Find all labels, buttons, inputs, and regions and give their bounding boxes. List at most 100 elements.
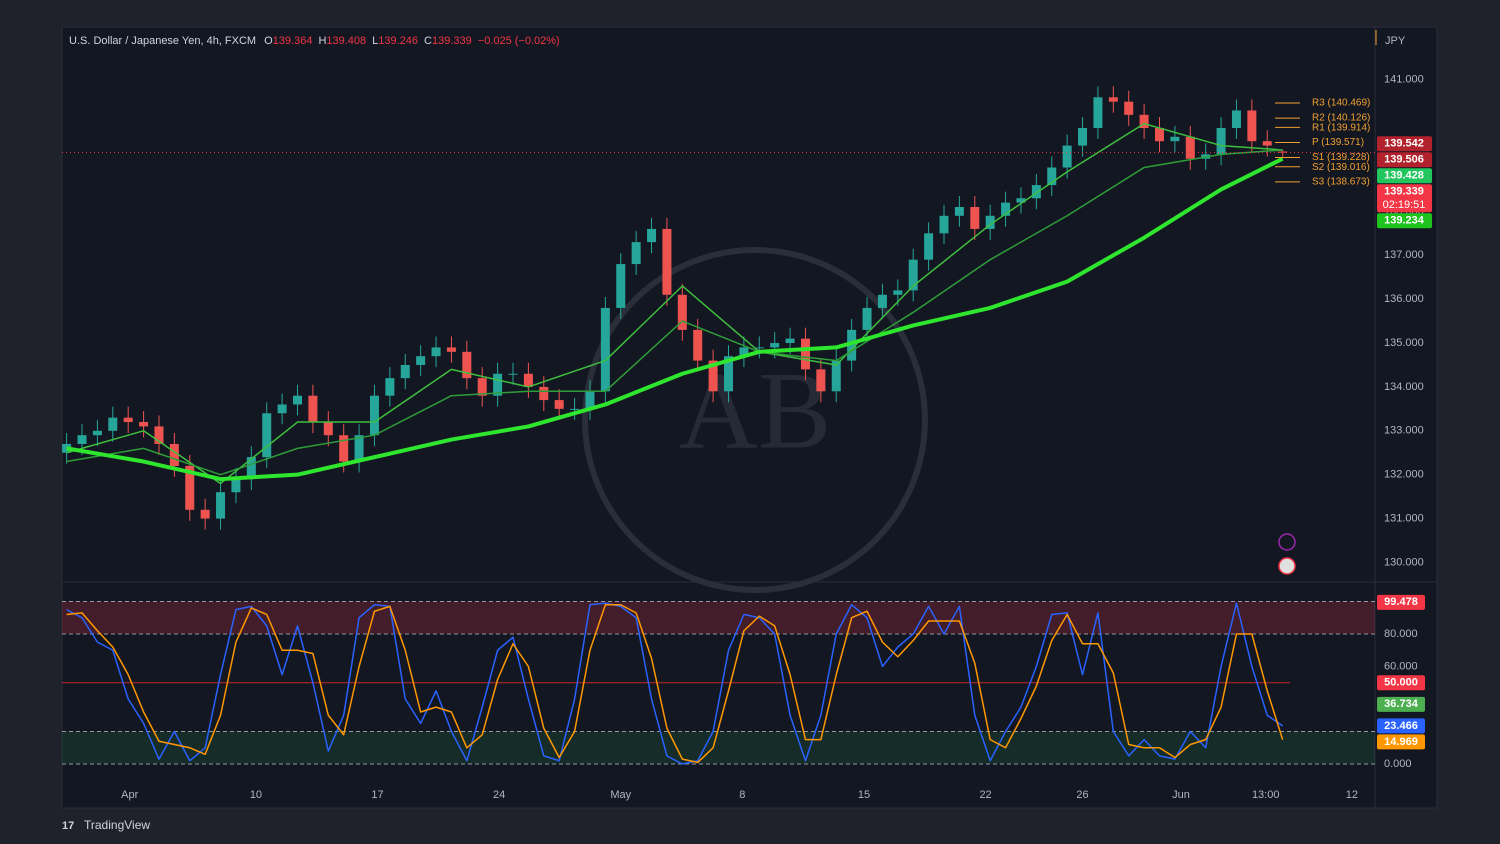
- pivot-label: S1 (139.228): [1312, 152, 1370, 163]
- x-tick-label: 10: [250, 789, 262, 801]
- candle-body: [216, 492, 226, 519]
- candle-body: [662, 228, 672, 295]
- candle-body: [816, 369, 826, 392]
- price-badge: [1377, 168, 1432, 184]
- candle-body: [1093, 97, 1103, 129]
- x-tick-label: 15: [858, 789, 870, 801]
- overbought-zone: [62, 601, 1375, 634]
- x-tick-label: Apr: [121, 789, 138, 801]
- price-badge-label: 139.542: [1384, 138, 1424, 150]
- candle-body: [570, 408, 580, 410]
- y-tick-label: 80.000: [1384, 628, 1418, 640]
- candle-body: [462, 351, 472, 379]
- candle-body: [369, 395, 379, 436]
- moving-average: [66, 122, 1283, 485]
- candle-body: [385, 378, 395, 396]
- x-tick-label: May: [610, 789, 631, 801]
- pivot-label: S2 (139.016): [1312, 162, 1370, 173]
- indicator-badge: [1377, 718, 1425, 734]
- candle-body: [169, 443, 179, 466]
- x-tick-label: 12: [1346, 789, 1358, 801]
- ohlc-prefix: O: [264, 35, 273, 47]
- candle-body: [323, 422, 333, 436]
- candle-body: [200, 509, 210, 519]
- candle-body: [585, 391, 595, 409]
- candle-body: [139, 422, 149, 427]
- candle-body: [1216, 128, 1226, 155]
- symbol: U.S. Dollar / Japanese Yen, 4h, FXCM: [69, 35, 256, 47]
- candle-body: [1170, 136, 1180, 142]
- candle-body: [246, 457, 256, 480]
- candle-body: [1001, 202, 1011, 216]
- price-badge-label: 139.428: [1384, 170, 1424, 182]
- price-badge-label: 139.339: [1384, 186, 1424, 198]
- x-tick-label: 24: [493, 789, 505, 801]
- candle-body: [970, 207, 980, 229]
- price-badge: [1377, 184, 1432, 213]
- candle-body: [108, 417, 118, 431]
- candle-body: [631, 242, 641, 265]
- candle-body: [77, 435, 87, 444]
- candle-body: [724, 356, 734, 392]
- candle-body: [446, 347, 456, 352]
- candle-body: [862, 307, 872, 330]
- ohlc-prefix: C: [424, 35, 432, 47]
- candle-body: [1124, 101, 1134, 115]
- pivot-label: P (139.571): [1312, 137, 1364, 148]
- x-tick-label: 22: [979, 789, 991, 801]
- footer-logo: TradingView: [84, 818, 150, 832]
- ohlc-prefix: L: [372, 35, 378, 47]
- y-tick-label: 131.000: [1384, 512, 1424, 524]
- ohlc-value: 139.246: [378, 35, 418, 47]
- candle-body: [354, 435, 364, 462]
- candle-body: [847, 329, 857, 361]
- candle-body: [677, 294, 687, 330]
- logo-mark: 17: [62, 820, 74, 832]
- ohlc-value: 139.339: [432, 35, 472, 47]
- alert-icon[interactable]: [1278, 533, 1296, 551]
- indicator-badge-label: 36.734: [1384, 698, 1419, 710]
- candle-body: [1047, 167, 1057, 186]
- price-badge-label: 139.234: [1384, 215, 1425, 227]
- candle-body: [554, 400, 564, 409]
- candle-body: [1062, 145, 1072, 168]
- oversold-zone: [62, 731, 1375, 765]
- y-tick-label: 130.000: [1384, 556, 1424, 568]
- candle-body: [739, 347, 749, 357]
- candle-body: [262, 413, 272, 458]
- candle-body: [1278, 151, 1288, 153]
- candle-body: [416, 356, 426, 365]
- countdown: 02:19:51: [1383, 199, 1426, 211]
- candle-body: [693, 329, 703, 361]
- ohlc-prefix: H: [318, 35, 326, 47]
- candle-body: [1139, 114, 1149, 129]
- candle-body: [754, 347, 764, 349]
- pivot-label: R2 (140.126): [1312, 113, 1370, 124]
- x-tick-label: 13:00: [1252, 789, 1280, 801]
- y-tick-label: 133.000: [1384, 425, 1424, 437]
- candle-body: [1247, 110, 1257, 142]
- candle-body: [1231, 110, 1241, 129]
- candle-body: [185, 465, 195, 510]
- indicator-badge-label: 23.466: [1384, 720, 1418, 732]
- candle-body: [231, 479, 241, 493]
- y-tick-label: 136.000: [1384, 293, 1424, 305]
- moving-average: [66, 149, 1283, 476]
- candle-body: [523, 373, 533, 387]
- candle-body: [770, 343, 780, 348]
- x-tick-label: Jun: [1172, 789, 1190, 801]
- candle-body: [1155, 128, 1165, 142]
- indicator-badge-label: 14.969: [1384, 736, 1418, 748]
- indicator-badge-label: 99.478: [1384, 596, 1418, 608]
- candle-body: [154, 426, 164, 444]
- event-icon[interactable]: [1278, 557, 1296, 575]
- y-tick-label: 60.000: [1384, 660, 1418, 672]
- watermark-ring: [582, 247, 928, 593]
- candle-body: [123, 417, 133, 423]
- stochastic-line: [66, 602, 1284, 765]
- candle-body: [493, 373, 503, 396]
- candle-body: [985, 215, 995, 229]
- candle-body: [1031, 185, 1041, 199]
